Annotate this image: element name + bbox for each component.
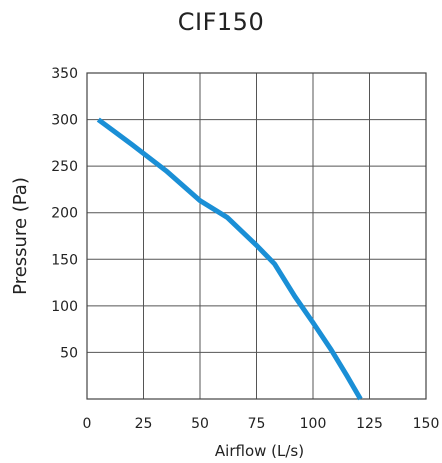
x-tick-label: 75 — [248, 416, 266, 432]
y-tick-label: 200 — [51, 206, 78, 222]
x-tick-label: 0 — [83, 416, 92, 432]
x-tick-label: 100 — [300, 416, 327, 432]
x-tick-label: 150 — [413, 416, 440, 432]
series-line — [96, 117, 363, 401]
y-tick-label: 300 — [51, 113, 78, 129]
y-axis-label: Pressure (Pa) — [10, 177, 31, 295]
y-tick-label: 250 — [51, 159, 78, 175]
chart-title: CIF150 — [177, 8, 265, 36]
y-tick-label: 50 — [60, 345, 78, 361]
plot-frame — [86, 72, 427, 400]
y-tick-label: 100 — [51, 299, 78, 315]
x-axis-label: Airflow (L/s) — [215, 442, 304, 459]
x-tick-label: 25 — [135, 416, 153, 432]
x-tick-label: 50 — [191, 416, 209, 432]
y-tick-label: 150 — [51, 252, 78, 268]
x-tick-label: 125 — [356, 416, 383, 432]
y-tick-label: 350 — [51, 66, 78, 82]
